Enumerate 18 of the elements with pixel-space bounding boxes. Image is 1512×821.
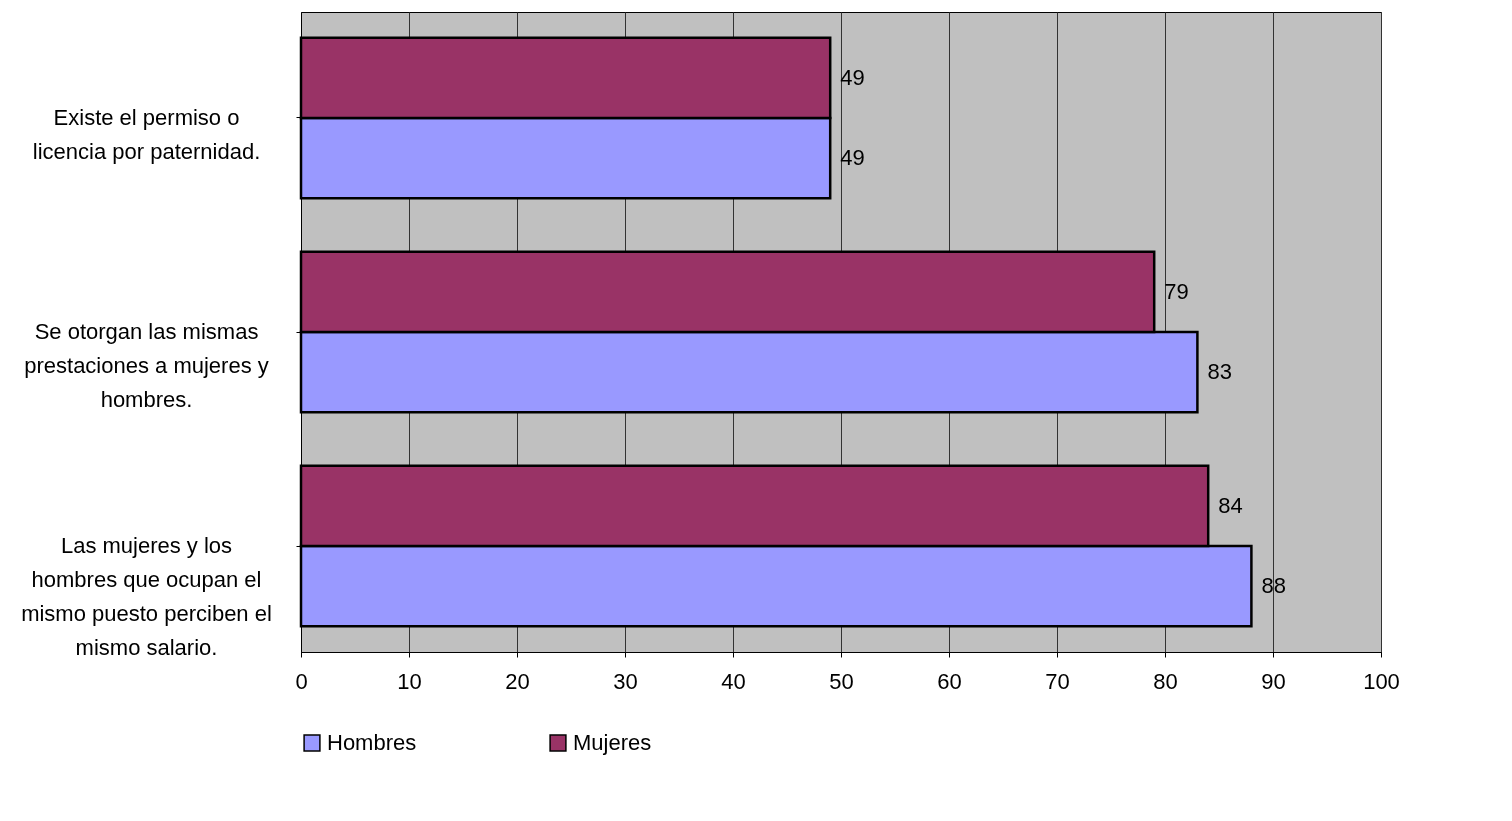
x-tick-label: 0 — [295, 668, 308, 694]
y-tick-label: Existe el permiso o licencia por paternidad. — [32, 104, 261, 164]
x-tick-label: 80 — [1153, 668, 1178, 694]
x-tick-label: 70 — [1045, 668, 1070, 694]
x-tick-label: 10 — [397, 668, 422, 694]
x-tick-label: 90 — [1261, 668, 1286, 694]
x-tick-label: 50 — [829, 668, 854, 694]
x-tick-label: 60 — [937, 668, 962, 694]
x-tick-label: 100 — [1363, 668, 1400, 694]
data-label: 83 — [1207, 359, 1232, 385]
x-tick-label: 30 — [613, 668, 638, 694]
x-tick-label: 40 — [721, 668, 746, 694]
x-tick-label: 20 — [505, 668, 530, 694]
y-tick-label: Las mujeres y los hombres que ocupan el mismo puesto perciben el mismo salario. — [21, 533, 272, 661]
data-label: 84 — [1218, 492, 1243, 518]
legend-label: Hombres — [327, 730, 417, 755]
legend-label: Mujeres — [573, 730, 652, 755]
y-tick-label: Se otorgan las mismas prestaciones a mujeres y hombres. — [24, 319, 269, 412]
